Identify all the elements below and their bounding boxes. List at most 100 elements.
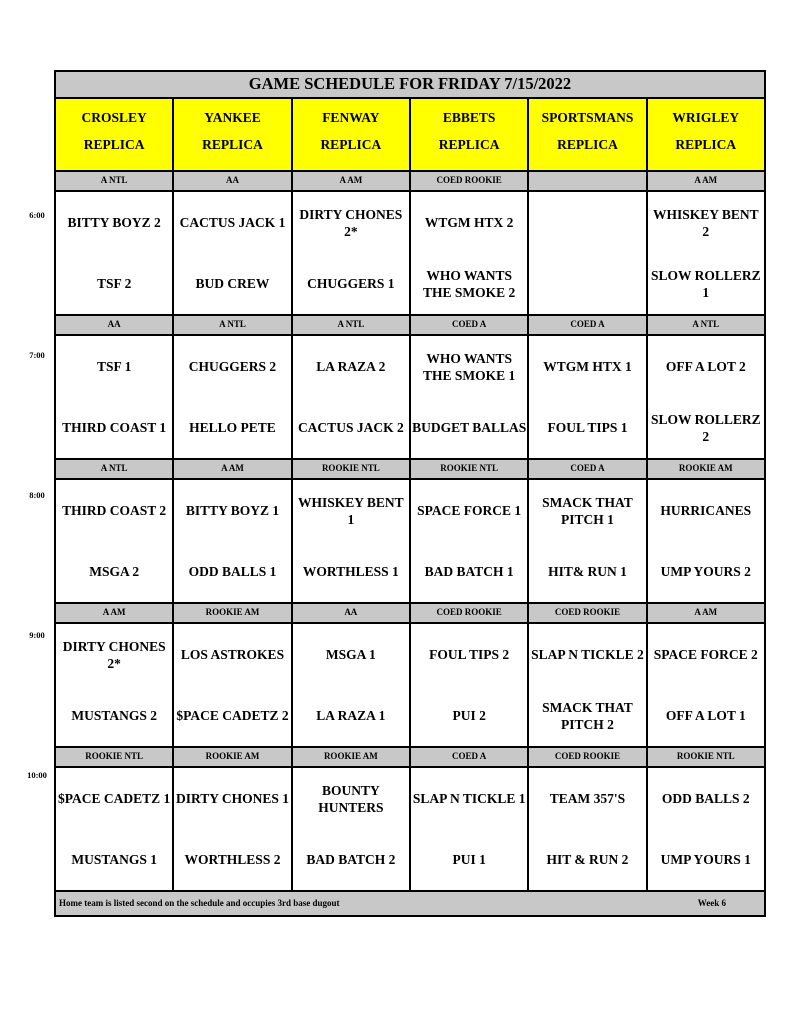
home-team: WORTHLESS 1 [302, 564, 399, 579]
home-team: HELLO PETE [189, 420, 276, 435]
away-team: BITTY BOYZ 1 [185, 503, 280, 518]
division-label: COED ROOKIE [411, 604, 530, 622]
away-team: LOS ASTROKES [180, 647, 285, 662]
field-name: EBBETS [442, 110, 496, 125]
home-team: BAD BATCH 1 [424, 564, 514, 579]
home-team [529, 253, 645, 314]
game-cell [529, 192, 648, 314]
time-label: 7:00 [29, 350, 45, 360]
field-name: CROSLEY [81, 110, 147, 125]
away-team: TSF 1 [96, 359, 132, 374]
division-label: A NTL [174, 316, 293, 334]
home-team: $PACE CADETZ 2 [176, 708, 289, 723]
division-label [529, 172, 648, 190]
away-team: SLAP N TICKLE 2 [531, 647, 644, 662]
division-label: A NTL [56, 172, 175, 190]
game-cell: FOUL TIPS 2 PUI 2 [411, 624, 530, 746]
game-cell: BOUNTY HUNTERS BAD BATCH 2 [293, 768, 411, 890]
division-label: ROOKIE NTL [293, 460, 411, 478]
away-team: CHUGGERS 2 [188, 359, 277, 374]
division-label: A NTL [293, 316, 411, 334]
field-name: SPORTSMANS [541, 110, 634, 125]
home-team: BAD BATCH 2 [306, 852, 396, 867]
division-label: A AM [694, 607, 718, 617]
home-team: MUSTANGS 2 [71, 708, 157, 723]
division-label: AA [174, 172, 293, 190]
division-label: A NTL [692, 319, 720, 329]
field-header: WRIGLEY REPLICA [648, 99, 764, 170]
away-team: HURRICANES [660, 503, 752, 518]
game-cell: BITTY BOYZ 2 TSF 2 [56, 192, 175, 314]
field-header: EBBETS REPLICA [411, 99, 530, 170]
division-label: AA [56, 316, 175, 334]
time-label: 9:00 [29, 630, 45, 640]
home-team: HIT& RUN 1 [548, 564, 627, 579]
away-team: $PACE CADETZ 1 [58, 791, 171, 806]
home-team: BUDGET BALLAS [412, 420, 527, 435]
game-row: BITTY BOYZ 2 TSF 2 CACTUS JACK 1 BUD CREW DI… [56, 192, 764, 316]
home-team: HIT & RUN 2 [546, 852, 629, 867]
home-team: CACTUS JACK 2 [297, 420, 404, 435]
division-label: A AM [293, 172, 411, 190]
game-cell: MSGA 1 LA RAZA 1 [293, 624, 411, 746]
field-name: YANKEE [204, 110, 261, 125]
away-team: SLAP N TICKLE 1 [412, 791, 526, 806]
division-label: COED A [411, 748, 530, 766]
home-team: UMP YOURS 1 [660, 852, 751, 867]
away-team: DIRTY CHONES 1 [175, 791, 290, 806]
home-team: WHO WANTS THE SMOKE 2 [423, 267, 516, 300]
division-label: ROOKIE NTL [56, 748, 175, 766]
game-cell: DIRTY CHONES 2* CHUGGERS 1 [293, 192, 411, 314]
game-cell: SPACE FORCE 2 OFF A LOT 1 [648, 624, 764, 746]
time-label: 10:00 [27, 770, 47, 780]
division-row: A NTL AA A AM COED ROOKIE A AM [56, 172, 764, 192]
time-label: 6:00 [29, 210, 45, 220]
away-team: FOUL TIPS 2 [429, 647, 510, 662]
field-header: CROSLEY REPLICA [56, 99, 175, 170]
away-team: DIRTY CHONES 2* [299, 206, 403, 239]
away-team: SMACK THAT PITCH 1 [542, 494, 633, 527]
home-team: TSF 2 [96, 276, 132, 291]
game-cell: WHISKEY BENT 1 WORTHLESS 1 [293, 480, 411, 602]
division-label: ROOKIE AM [678, 463, 733, 473]
division-label: COED ROOKIE [529, 748, 648, 766]
field-name: WRIGLEY [672, 110, 740, 125]
field-header-row: CROSLEY REPLICA YANKEE REPLICA FENWAY REPLICA… [56, 99, 764, 172]
footer-note: Home team is listed second on the schedu… [59, 898, 340, 908]
home-team: MUSTANGS 1 [71, 852, 157, 867]
division-label: ROOKIE NTL [411, 460, 530, 478]
game-cell: SLAP N TICKLE 1 PUI 1 [411, 768, 530, 890]
field-name: FENWAY [322, 110, 380, 125]
week-label: Week 6 [697, 898, 726, 908]
game-cell: CHUGGERS 2 HELLO PETE [174, 336, 293, 458]
away-team: WTGM HTX 2 [424, 215, 514, 230]
division-label: COED A [529, 316, 648, 334]
away-team: SPACE FORCE 1 [417, 503, 522, 518]
field-subtitle: REPLICA [675, 137, 737, 152]
field-subtitle: REPLICA [320, 137, 382, 152]
game-cell: DIRTY CHONES 2* MUSTANGS 2 [56, 624, 175, 746]
away-team: WHISKEY BENT 1 [297, 494, 404, 527]
away-team: CACTUS JACK 1 [179, 215, 286, 230]
away-team [529, 192, 645, 253]
game-row: THIRD COAST 2 MSGA 2 BITTY BOYZ 1 ODD BALLS… [56, 480, 764, 604]
division-row: A AM ROOKIE AM AA COED ROOKIE COED ROOKIE A A… [56, 604, 764, 624]
home-team: LA RAZA 1 [316, 708, 386, 723]
division-label: ROOKIE AM [293, 748, 411, 766]
away-team: LA RAZA 2 [316, 359, 386, 374]
home-team: PUI 1 [452, 852, 486, 867]
away-team: WHISKEY BENT 2 [652, 206, 759, 239]
game-cell: WTGM HTX 2 WHO WANTS THE SMOKE 2 [411, 192, 530, 314]
game-cell: WTGM HTX 1 FOUL TIPS 1 [529, 336, 648, 458]
home-team: ODD BALLS 1 [188, 564, 277, 579]
game-cell: ODD BALLS 2 UMP YOURS 1 [648, 768, 764, 890]
game-row: TSF 1 THIRD COAST 1 CHUGGERS 2 HELLO PETE LA… [56, 336, 764, 460]
division-label: ROOKIE AM [174, 748, 293, 766]
game-row: DIRTY CHONES 2* MUSTANGS 2 LOS ASTROKES $PA… [56, 624, 764, 748]
game-row: $PACE CADETZ 1 MUSTANGS 1 DIRTY CHONES 1 WO… [56, 768, 764, 892]
game-cell: SLAP N TICKLE 2 SMACK THAT PITCH 2 [529, 624, 648, 746]
field-header: FENWAY REPLICA [293, 99, 411, 170]
game-cell: THIRD COAST 2 MSGA 2 [56, 480, 175, 602]
game-cell: LOS ASTROKES $PACE CADETZ 2 [174, 624, 293, 746]
